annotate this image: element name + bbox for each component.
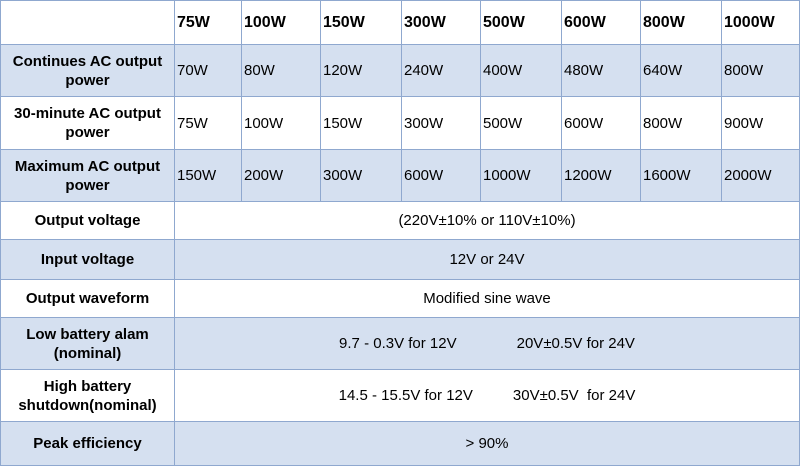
table-cell: 100W — [241, 96, 321, 150]
header-col-500w: 500W — [480, 0, 562, 45]
row-label: Input voltage — [0, 239, 175, 280]
row-output-voltage: Output voltage (220V±10% or 110V±10%) — [0, 201, 800, 240]
value-24v: 20V±0.5V for 24V — [516, 335, 635, 352]
row-label: Continues AC output power — [0, 44, 175, 97]
spanned-value: 9.7 - 0.3V for 12V 20V±0.5V for 24V — [174, 317, 800, 370]
table-cell: 480W — [561, 44, 641, 97]
row-low-battery: Low battery alam (nominal) 9.7 - 0.3V fo… — [0, 317, 800, 370]
spanned-value: 14.5 - 15.5V for 12V 30V±0.5V for 24V — [174, 369, 800, 422]
row-label: Low battery alam (nominal) — [0, 317, 175, 370]
value-12v: 9.7 - 0.3V for 12V — [339, 335, 457, 352]
table-cell: 240W — [401, 44, 481, 97]
row-output-waveform: Output waveform Modified sine wave — [0, 279, 800, 318]
row-continues-ac: Continues AC output power 70W 80W 120W 2… — [0, 44, 800, 97]
row-label: Peak efficiency — [0, 421, 175, 466]
value-12v: 14.5 - 15.5V for 12V — [338, 387, 473, 404]
table-cell: 640W — [640, 44, 722, 97]
table-cell: 150W — [174, 149, 242, 202]
table-cell: 800W — [640, 96, 722, 150]
header-col-1000w: 1000W — [721, 0, 800, 45]
table-cell: 1200W — [561, 149, 641, 202]
row-input-voltage: Input voltage 12V or 24V — [0, 239, 800, 280]
table-cell: 200W — [241, 149, 321, 202]
header-col-150w: 150W — [320, 0, 402, 45]
spanned-value: > 90% — [174, 421, 800, 466]
header-col-100w: 100W — [241, 0, 321, 45]
table-cell: 400W — [480, 44, 562, 97]
row-label: Output waveform — [0, 279, 175, 318]
spanned-value: 12V or 24V — [174, 239, 800, 280]
table-cell: 75W — [174, 96, 242, 150]
row-label: Output voltage — [0, 201, 175, 240]
row-peak-efficiency: Peak efficiency > 90% — [0, 421, 800, 466]
header-col-75w: 75W — [174, 0, 242, 45]
header-col-800w: 800W — [640, 0, 722, 45]
table-cell: 150W — [320, 96, 402, 150]
table-cell: 600W — [561, 96, 641, 150]
header-col-300w: 300W — [401, 0, 481, 45]
table-cell: 2000W — [721, 149, 800, 202]
row-label: 30-minute AC output power — [0, 96, 175, 150]
spanned-value: (220V±10% or 110V±10%) — [174, 201, 800, 240]
header-row: 75W 100W 150W 300W 500W 600W 800W 1000W — [0, 0, 800, 45]
table-cell: 900W — [721, 96, 800, 150]
table-cell: 120W — [320, 44, 402, 97]
row-label: Maximum AC output power — [0, 149, 175, 202]
header-corner-cell — [0, 0, 175, 45]
row-maximum-ac: Maximum AC output power 150W 200W 300W 6… — [0, 149, 800, 202]
table-cell: 80W — [241, 44, 321, 97]
table-cell: 600W — [401, 149, 481, 202]
table-cell: 300W — [401, 96, 481, 150]
header-col-600w: 600W — [561, 0, 641, 45]
table-cell: 500W — [480, 96, 562, 150]
row-label: High battery shutdown(nominal) — [0, 369, 175, 422]
table-cell: 300W — [320, 149, 402, 202]
table-cell: 1600W — [640, 149, 722, 202]
row-30min-ac: 30-minute AC output power 75W 100W 150W … — [0, 96, 800, 150]
spanned-value: Modified sine wave — [174, 279, 800, 318]
table-cell: 1000W — [480, 149, 562, 202]
value-24v: 30V±0.5V for 24V — [512, 387, 636, 404]
table-cell: 70W — [174, 44, 242, 97]
table-cell: 800W — [721, 44, 800, 97]
row-high-battery: High battery shutdown(nominal) 14.5 - 15… — [0, 369, 800, 422]
